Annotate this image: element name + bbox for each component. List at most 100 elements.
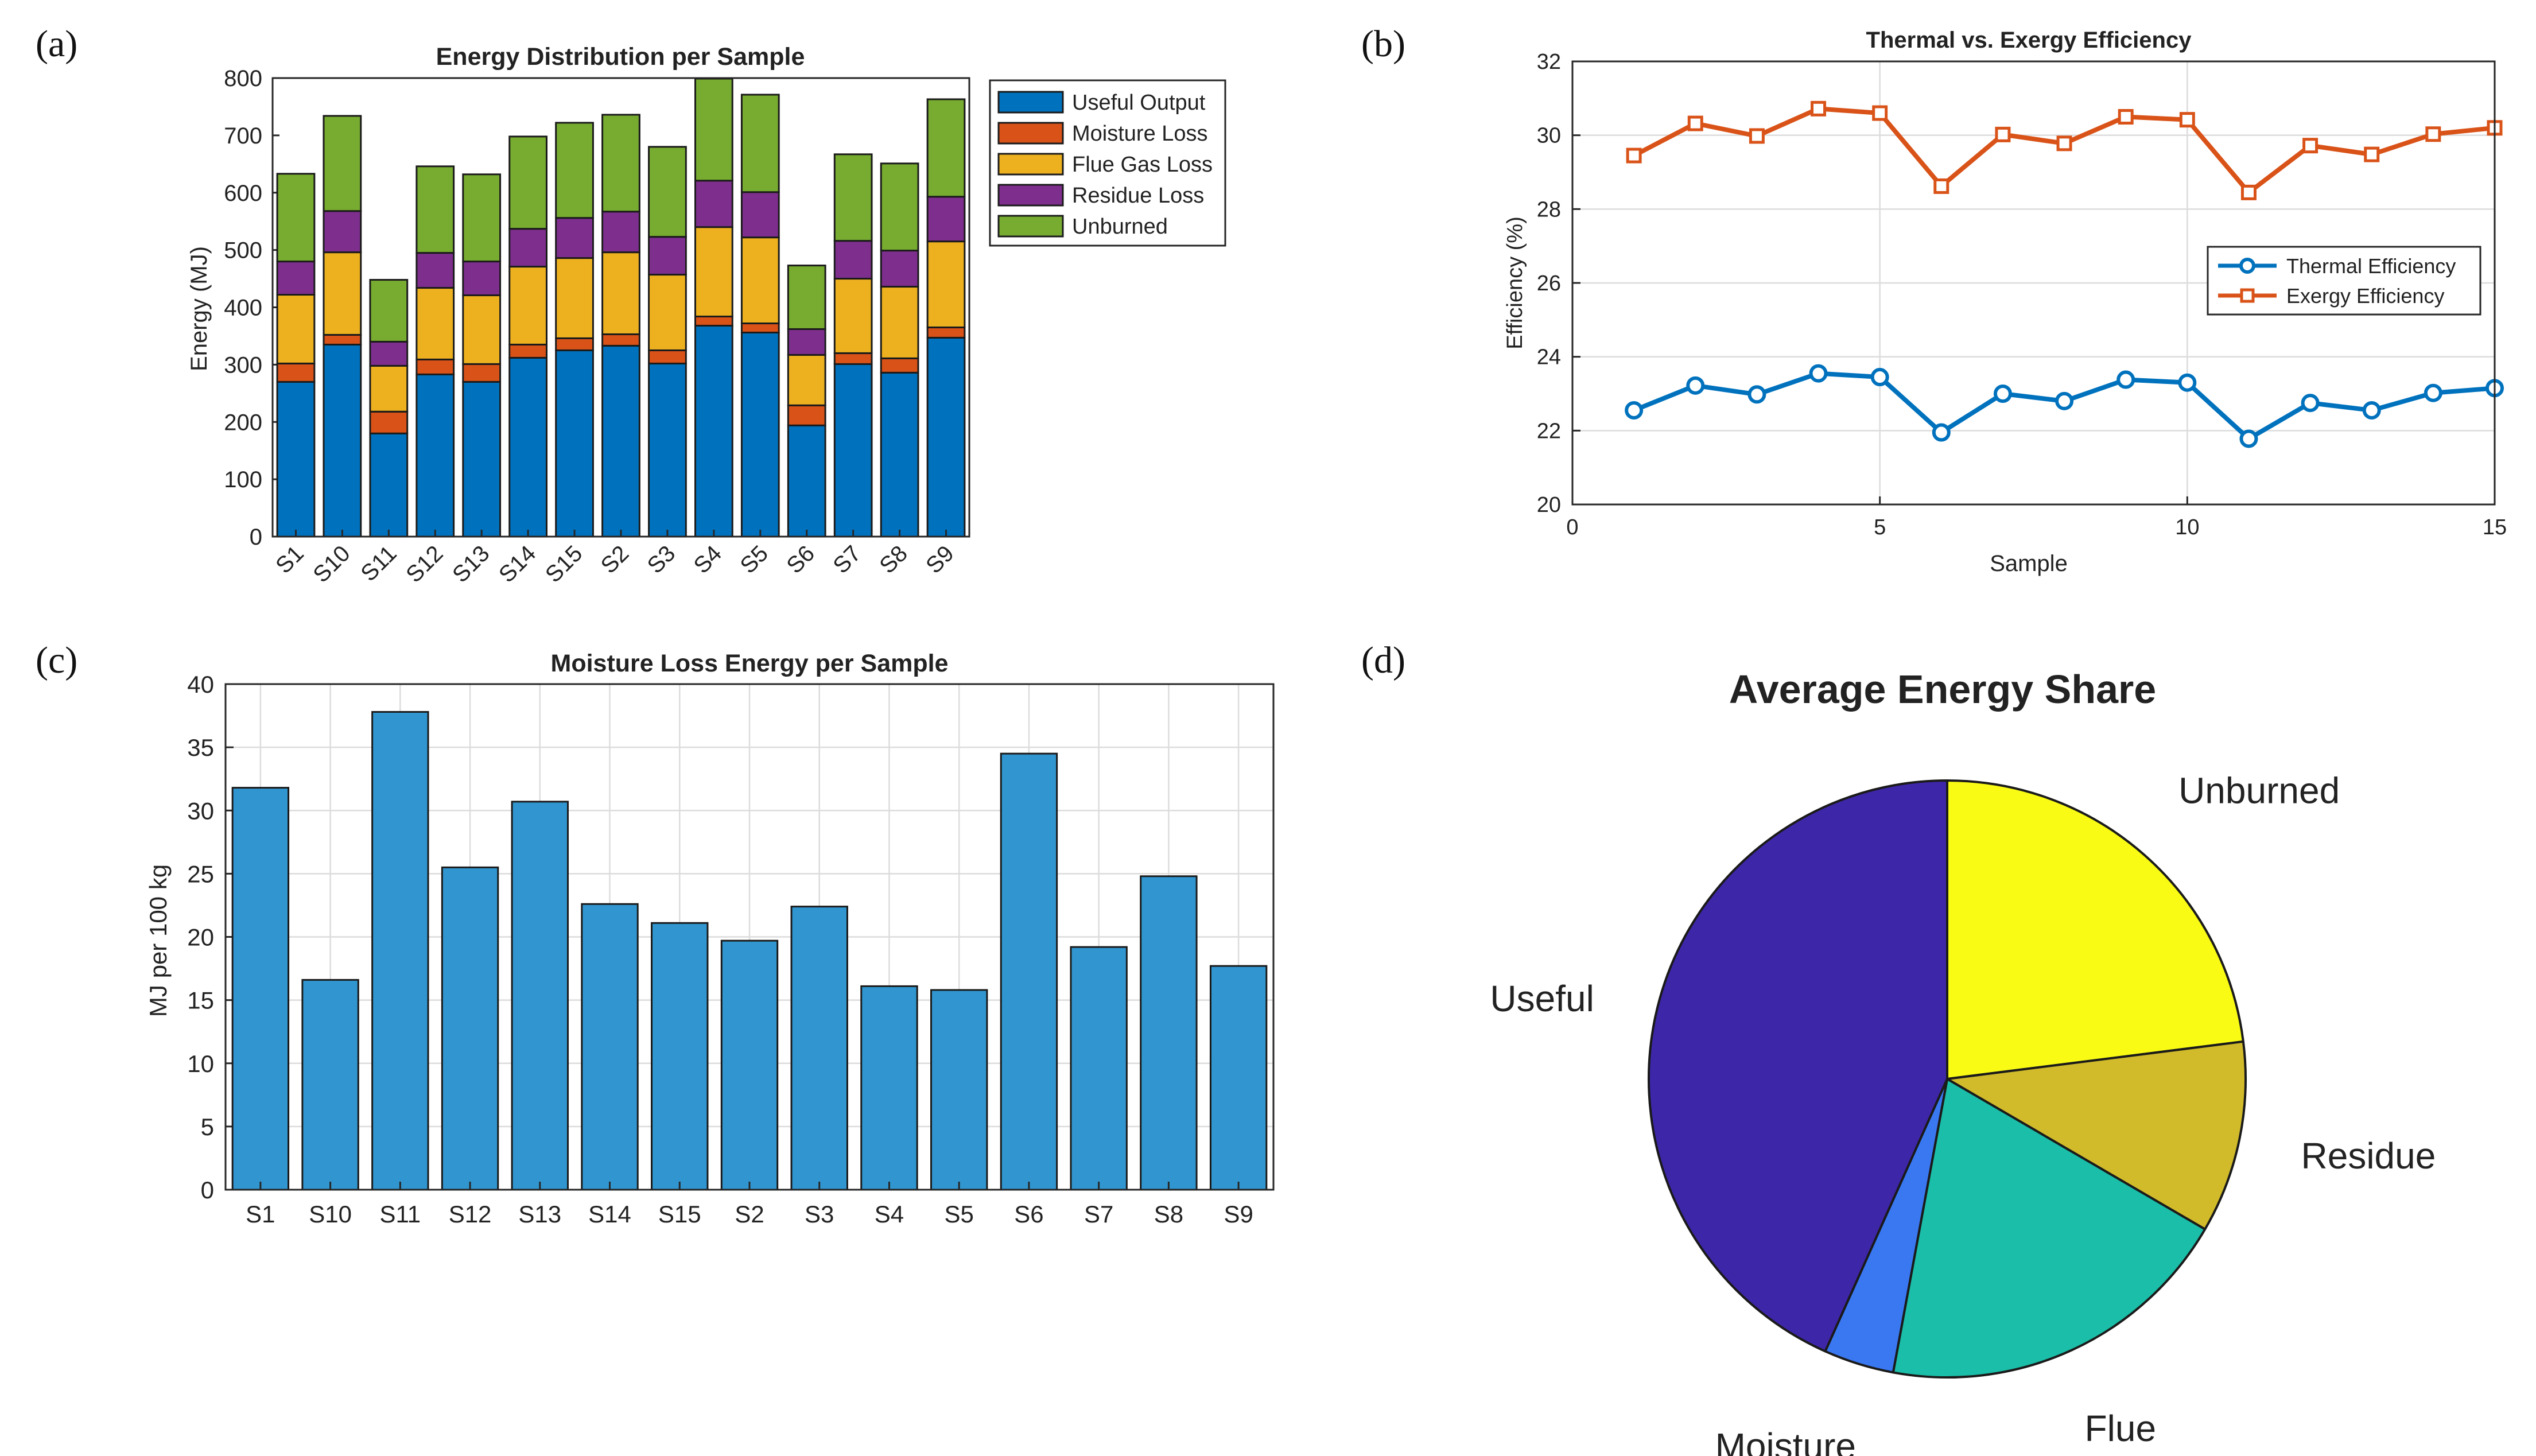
- bar-segment-residue-loss: [926, 196, 966, 243]
- bar-segment-useful-output: [508, 356, 548, 538]
- pie-label-moisture: Moisture: [1715, 1426, 1856, 1456]
- bar-segment-flue-gas-loss: [926, 240, 966, 328]
- bar-segment-useful-output: [694, 324, 733, 538]
- bar-segment-flue-gas-loss: [462, 294, 502, 365]
- data-point-thermal-efficiency: [2301, 394, 2320, 413]
- bar-segment-useful-output: [601, 344, 640, 538]
- data-point-exergy-efficiency: [1872, 105, 1888, 121]
- data-point-exergy-efficiency: [1687, 115, 1703, 131]
- chart-a-xtick-label: S14: [494, 541, 541, 587]
- data-point-thermal-efficiency: [1686, 376, 1705, 395]
- bar-segment-flue-gas-loss: [787, 354, 826, 406]
- chart-c-xtick-label: S7: [1084, 1201, 1113, 1228]
- chart-c-xtick-label: S5: [945, 1201, 974, 1228]
- chart-b-legend-box: [2207, 246, 2481, 316]
- chart-a-ytick-label: 400: [224, 296, 262, 321]
- bar-segment-useful-output: [648, 362, 687, 538]
- efficiency-line-chart: Thermal vs. Exergy Efficiency Sample Eff…: [1503, 28, 2507, 576]
- data-point-exergy-efficiency: [2425, 126, 2441, 142]
- chart-a-xtick-label: S2: [596, 541, 634, 578]
- bar-segment-residue-loss: [880, 250, 919, 288]
- bar-segment-unburned: [415, 165, 455, 254]
- chart-b-xtick-label: 10: [2175, 515, 2199, 539]
- chart-c-xtick-label: S8: [1154, 1201, 1183, 1228]
- chart-c-xtick-label: S13: [518, 1201, 561, 1228]
- chart-c-ytick-label: 35: [187, 734, 214, 761]
- chart-a-xtick-label: S15: [541, 541, 587, 587]
- chart-a-ytick-label: 800: [224, 66, 262, 91]
- bar-s7: [1070, 946, 1128, 1191]
- chart-a-xtick-label: S12: [401, 541, 448, 587]
- bar-segment-moisture-loss: [601, 333, 640, 347]
- bar-segment-moisture-loss: [462, 363, 502, 383]
- bar-segment-residue-loss: [787, 328, 826, 356]
- bar-segment-useful-output: [323, 343, 362, 538]
- bar-segment-moisture-loss: [740, 322, 780, 333]
- chart-b-legend: Thermal Efficiency Exergy Efficiency: [2207, 246, 2481, 316]
- chart-c-ytick-label: 20: [187, 924, 214, 951]
- chart-b-ytick-label: 22: [1537, 419, 1561, 443]
- bar-s9: [1209, 965, 1268, 1191]
- chart-c-xtick-label: S1: [246, 1201, 275, 1228]
- chart-a-xtick-label: S9: [921, 541, 959, 578]
- chart-c-title: Moisture Loss Energy per Sample: [551, 650, 949, 677]
- bar-segment-moisture-loss: [415, 358, 455, 375]
- data-point-thermal-efficiency: [2178, 373, 2197, 392]
- bar-segment-moisture-loss: [555, 337, 594, 351]
- chart-b-ytick-label: 28: [1537, 197, 1561, 222]
- chart-d-title: Average Energy Share: [1729, 667, 2156, 712]
- data-point-thermal-efficiency: [1625, 401, 1644, 420]
- bar-s8: [1140, 875, 1198, 1191]
- bar-segment-unburned: [601, 114, 640, 213]
- data-point-thermal-efficiency: [2424, 383, 2442, 402]
- chart-b-ytick-label: 26: [1537, 271, 1561, 296]
- chart-c-axes-box: [224, 683, 1275, 1191]
- chart-c-ytick-label: 15: [187, 987, 214, 1014]
- bar-segment-flue-gas-loss: [415, 287, 455, 360]
- data-point-thermal-efficiency: [1932, 423, 1951, 442]
- chart-b-ytick-label: 32: [1537, 50, 1561, 74]
- chart-c-ytick-label: 0: [201, 1177, 214, 1203]
- bar-segment-useful-output: [833, 363, 873, 538]
- chart-a-legend: Useful Output Moisture Loss Flue Gas Loss R…: [989, 79, 1226, 247]
- chart-a-xtick-label: S13: [448, 541, 494, 587]
- legend-label-thermal-efficiency: Thermal Efficiency: [2286, 254, 2456, 278]
- chart-c-plot-area: 0 5 10 15 20 25 30 35 40 S1 S10 S11 S12 S13 S14 S15 S2 S3…: [187, 671, 1275, 1228]
- bar-segment-moisture-loss: [276, 362, 316, 383]
- bar-segment-flue-gas-loss: [740, 236, 780, 324]
- bar-segment-unburned: [694, 77, 733, 182]
- pie-slice-flue: [1892, 1078, 2207, 1379]
- bar-segment-flue-gas-loss: [508, 266, 548, 345]
- energy-share-pie-chart: Average Energy Share Unburned Residue Flue…: [1490, 667, 2436, 1456]
- chart-a-ytick-label: 0: [250, 525, 262, 550]
- bar-segment-unburned: [926, 98, 966, 198]
- pie-label-useful: Useful: [1490, 978, 1594, 1019]
- bar-segment-moisture-loss: [323, 333, 362, 345]
- data-point-thermal-efficiency: [2239, 429, 2258, 448]
- bar-segment-unburned: [833, 153, 873, 242]
- chart-c-ytick-label: 30: [187, 797, 214, 824]
- bar-segment-moisture-loss: [833, 352, 873, 365]
- data-point-thermal-efficiency: [2362, 401, 2381, 420]
- bar-segment-flue-gas-loss: [276, 294, 316, 364]
- chart-b-xtick-label: 0: [1566, 515, 1578, 539]
- pie-slice-unburned: [1946, 779, 2244, 1080]
- data-point-thermal-efficiency: [2116, 370, 2135, 389]
- chart-c-xtick-label: S11: [380, 1201, 421, 1228]
- chart-a-ytick-label: 200: [224, 410, 262, 435]
- bar-segment-flue-gas-loss: [648, 274, 687, 351]
- chart-c-xtick-label: S10: [309, 1201, 352, 1228]
- chart-a-xtick-label: S7: [828, 541, 866, 578]
- chart-c-xtick-label: S3: [805, 1201, 834, 1228]
- pie-label-flue: Flue: [2085, 1408, 2157, 1449]
- chart-c-xtick-label: S6: [1014, 1201, 1043, 1228]
- data-point-exergy-efficiency: [2179, 112, 2195, 128]
- legend-label-unburned: Unburned: [1072, 215, 1168, 239]
- chart-c-xtick-label: S12: [449, 1201, 492, 1228]
- pie-slice-residue: [1946, 1040, 2247, 1230]
- chart-b-plot-area: 20 22 24 26 28 30 32 0 5 10 15: [1537, 50, 2507, 539]
- bar-s4: [860, 985, 918, 1191]
- chart-a-ytick-label: 500: [224, 238, 262, 263]
- bar-segment-flue-gas-loss: [601, 251, 640, 335]
